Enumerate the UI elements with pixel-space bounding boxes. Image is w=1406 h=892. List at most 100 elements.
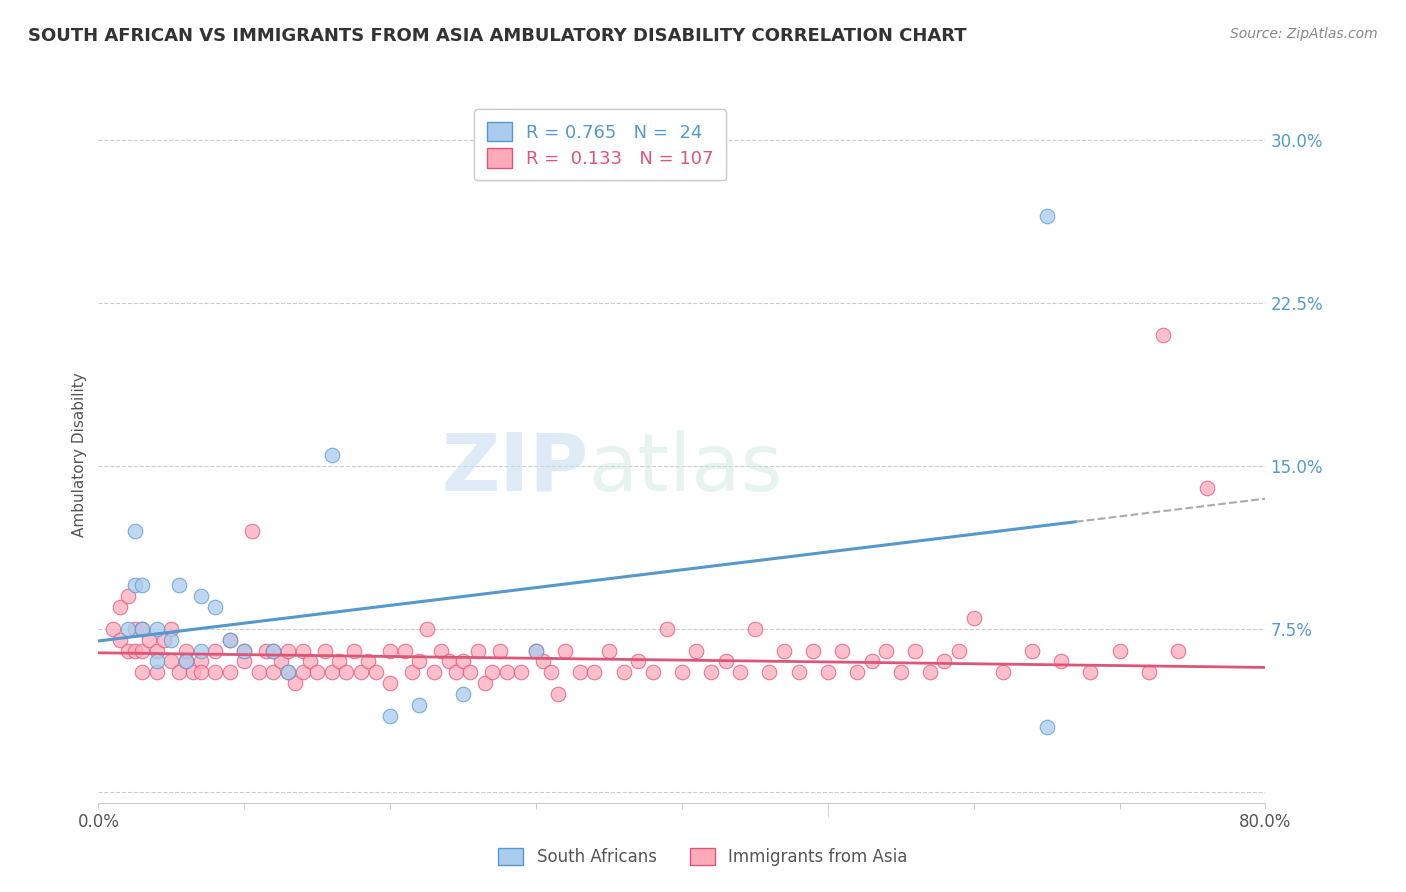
Point (1050, 655, 1073, 669)
Point (524, 643, 547, 657)
Point (408, 698, 430, 712)
Text: SOUTH AFRICAN VS IMMIGRANTS FROM ASIA AMBULATORY DISABILITY CORRELATION CHART: SOUTH AFRICAN VS IMMIGRANTS FROM ASIA AM… (28, 27, 967, 45)
Point (1035, 720, 1057, 734)
Point (277, 643, 299, 657)
Point (117, 643, 139, 657)
Point (262, 665, 284, 680)
Point (875, 643, 897, 657)
Point (160, 622, 183, 636)
Legend: R = 0.765   N =  24, R =  0.133   N = 107: R = 0.765 N = 24, R = 0.133 N = 107 (474, 109, 727, 180)
Point (204, 600, 226, 615)
Point (1035, 209, 1057, 223)
Point (467, 643, 489, 657)
Point (860, 655, 883, 669)
Point (408, 655, 430, 669)
Point (531, 655, 554, 669)
Text: Source: ZipAtlas.com: Source: ZipAtlas.com (1230, 27, 1378, 41)
Point (117, 589, 139, 603)
Point (277, 665, 299, 680)
Point (583, 665, 606, 680)
Point (444, 665, 467, 680)
Point (277, 665, 299, 680)
Point (167, 578, 190, 592)
Point (146, 655, 169, 669)
Point (101, 622, 124, 636)
Point (1195, 481, 1218, 495)
Point (612, 665, 634, 680)
Point (547, 687, 569, 701)
Point (124, 643, 146, 657)
Legend: South Africans, Immigrants from Asia: South Africans, Immigrants from Asia (489, 840, 917, 875)
Point (343, 643, 366, 657)
Point (451, 687, 474, 701)
Point (314, 643, 336, 657)
Point (401, 665, 423, 680)
Point (488, 643, 510, 657)
Point (378, 643, 402, 657)
Point (131, 665, 153, 680)
Point (167, 665, 190, 680)
Point (153, 632, 176, 647)
Point (357, 655, 380, 669)
Point (1167, 643, 1189, 657)
Point (291, 665, 314, 680)
Point (270, 655, 292, 669)
Point (131, 578, 153, 592)
Point (801, 643, 824, 657)
Point (291, 643, 314, 657)
Point (845, 665, 868, 680)
Point (233, 643, 256, 657)
Point (904, 643, 927, 657)
Point (218, 632, 240, 647)
Point (474, 676, 496, 690)
Point (1080, 665, 1102, 680)
Point (1108, 643, 1130, 657)
Point (744, 622, 766, 636)
Point (524, 643, 547, 657)
Point (174, 655, 197, 669)
Point (328, 655, 350, 669)
Point (758, 665, 780, 680)
Point (190, 589, 212, 603)
Point (890, 665, 912, 680)
Point (1137, 665, 1160, 680)
Point (131, 622, 153, 636)
Point (364, 665, 387, 680)
Point (146, 665, 169, 680)
Point (437, 655, 460, 669)
Point (160, 632, 183, 647)
Point (131, 622, 153, 636)
Point (460, 665, 482, 680)
Point (991, 665, 1014, 680)
Point (218, 665, 240, 680)
Point (174, 643, 197, 657)
Point (1152, 328, 1174, 343)
Point (350, 665, 373, 680)
Point (540, 665, 562, 680)
Point (240, 524, 263, 538)
Point (787, 665, 810, 680)
Point (962, 611, 984, 625)
Point (110, 600, 132, 615)
Point (233, 643, 256, 657)
Point (817, 665, 839, 680)
Point (110, 632, 132, 647)
Point (117, 622, 139, 636)
Point (181, 665, 204, 680)
Text: atlas: atlas (589, 430, 783, 508)
Point (190, 665, 212, 680)
Point (284, 676, 307, 690)
Point (451, 655, 474, 669)
Point (321, 448, 343, 462)
Point (394, 643, 416, 657)
Point (657, 622, 679, 636)
Point (204, 665, 226, 680)
Point (160, 655, 183, 669)
Point (378, 676, 402, 690)
Point (554, 643, 576, 657)
Point (218, 632, 240, 647)
Point (307, 665, 329, 680)
Point (948, 643, 970, 657)
Text: ZIP: ZIP (441, 430, 589, 508)
Point (247, 665, 270, 680)
